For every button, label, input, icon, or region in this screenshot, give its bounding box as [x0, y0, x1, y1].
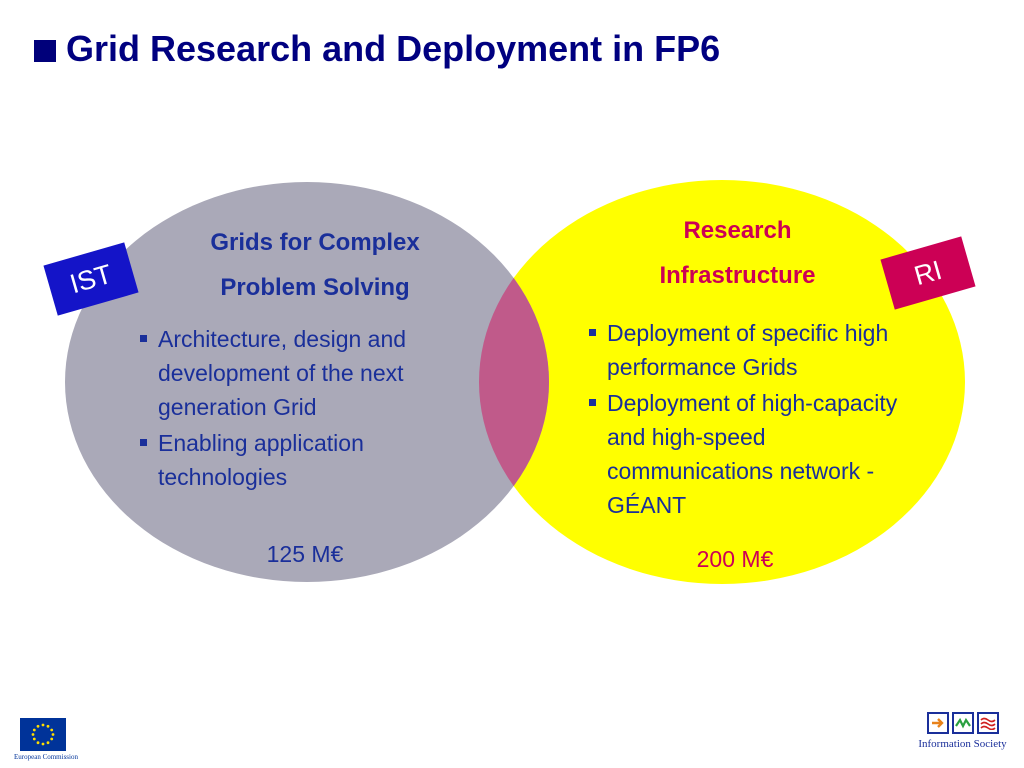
left-heading: Grids for Complex Problem Solving: [150, 220, 480, 310]
left-bullet-item: Architecture, design and development of …: [138, 322, 478, 424]
right-heading-line1: Research: [683, 217, 792, 244]
right-circle: [479, 180, 965, 584]
left-bullet-item: Enabling application technologies: [138, 426, 478, 494]
right-bullet-list: Deployment of specific high performance …: [587, 316, 917, 524]
left-bullet-list: Architecture, design and development of …: [138, 322, 478, 496]
arrow-icon: [926, 712, 949, 734]
information-society-logo: Information Society: [905, 712, 1020, 750]
left-heading-line2: Problem Solving: [220, 274, 410, 301]
left-circle: [65, 182, 549, 582]
slide-title-row: Grid Research and Deployment in FP6: [34, 28, 720, 70]
left-budget: 125 M€: [266, 541, 344, 567]
european-commission-caption: European Commission: [14, 753, 78, 761]
right-bullet-item: Deployment of high-capacity and high-spe…: [587, 386, 917, 522]
slide-title: Grid Research and Deployment in FP6: [66, 28, 721, 69]
information-society-caption: Information Society: [918, 738, 1007, 750]
right-heading: Research Infrastructure: [595, 208, 880, 298]
title-bullet-square: [34, 40, 56, 62]
left-heading-line1: Grids for Complex: [210, 229, 420, 256]
right-bullet-item: Deployment of specific high performance …: [587, 316, 917, 384]
wave-icon: [951, 712, 974, 734]
right-heading-line2: Infrastructure: [659, 262, 816, 289]
european-commission-logo: European Commission: [14, 718, 78, 761]
right-budget: 200 M€: [696, 546, 774, 572]
eu-flag-icon: [20, 718, 66, 751]
approx-icon: [976, 712, 999, 734]
information-society-icons: [905, 712, 1020, 734]
